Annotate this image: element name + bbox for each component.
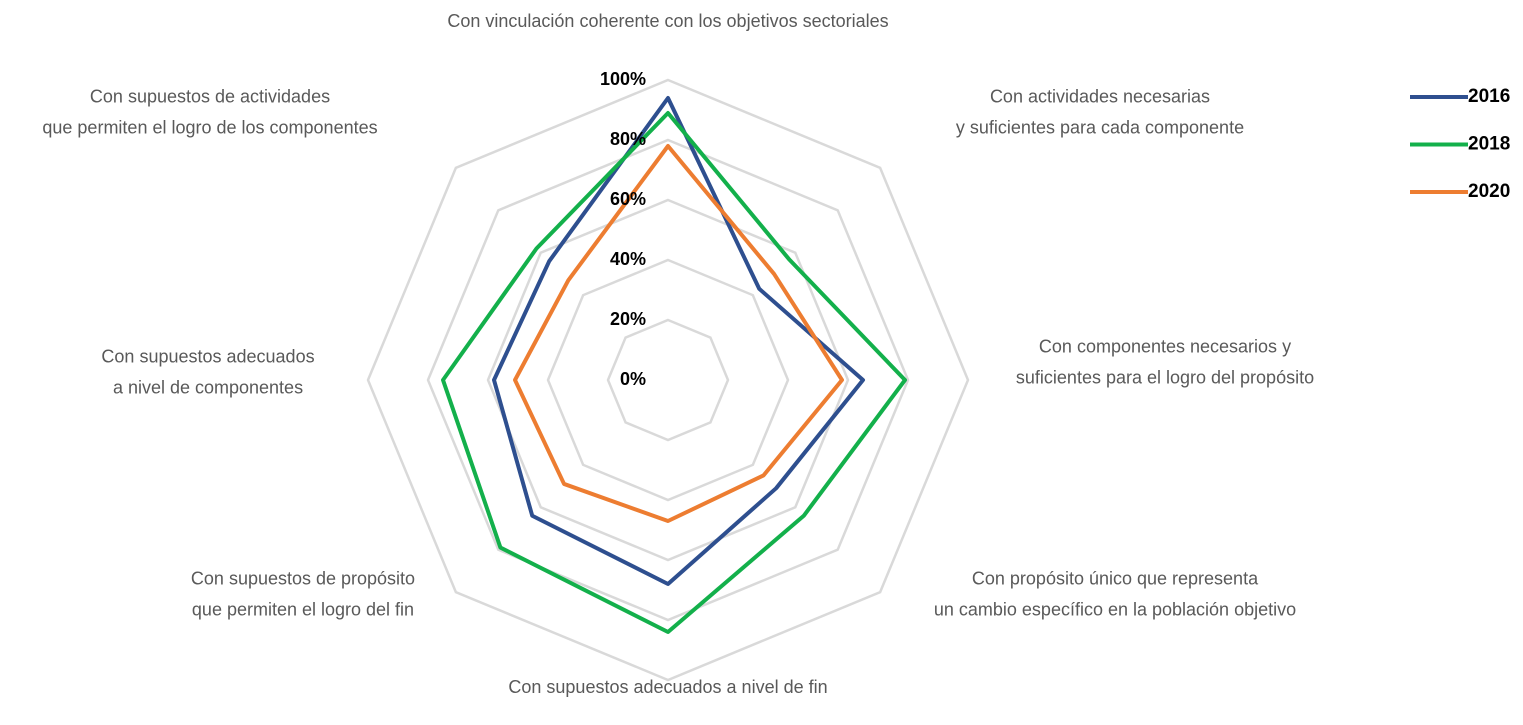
category-label: Con componentes necesarios y suficientes … <box>1016 336 1314 387</box>
legend-label: 2018 <box>1468 134 1510 155</box>
y-tick-label: 80% <box>610 129 646 149</box>
y-tick-label: 40% <box>610 249 646 269</box>
grid-ring <box>426 138 910 622</box>
legend-label: 2016 <box>1468 86 1510 107</box>
y-tick-label: 100% <box>600 69 646 89</box>
grid-ring <box>546 258 790 502</box>
category-label: Con actividades necesarias y suficientes … <box>956 86 1244 137</box>
grid-ring <box>486 198 850 562</box>
category-label: Con vinculación coherente con los objeti… <box>447 11 888 31</box>
grid-ring <box>606 318 730 442</box>
y-tick-label: 20% <box>610 309 646 329</box>
series-line <box>513 144 844 523</box>
category-label: Con supuestos adecuados a nivel de fin <box>508 677 827 697</box>
legend-label: 2020 <box>1468 181 1510 202</box>
category-label: Con supuestos de actividades que permiten… <box>42 86 377 137</box>
y-tick-label: 60% <box>610 189 646 209</box>
category-label: Con propósito único que representa un cam… <box>934 568 1296 619</box>
category-label: Con supuestos adecuados a nivel de compon… <box>101 346 314 397</box>
series-line <box>492 96 865 586</box>
category-label: Con supuestos de propósito que permiten e… <box>191 568 415 619</box>
grid-ring <box>366 78 970 682</box>
series-line <box>441 111 907 634</box>
y-tick-label: 0% <box>620 369 646 389</box>
